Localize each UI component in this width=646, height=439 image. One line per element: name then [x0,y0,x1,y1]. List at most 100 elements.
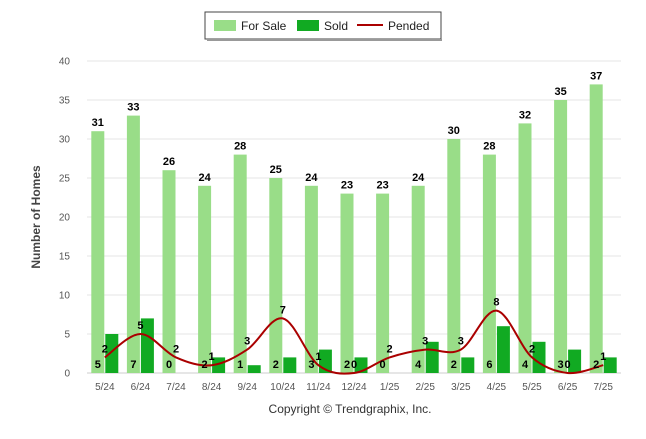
label-for-sale: 35 [554,86,566,98]
label-sold: 0 [380,359,386,371]
bar-for-sale [198,185,212,373]
label-for-sale: 24 [198,172,211,184]
bar-for-sale [589,84,603,374]
label-sold: 0 [166,359,172,371]
bar-for-sale [447,139,461,373]
bar-for-sale [91,131,105,373]
bar-sold [496,326,510,373]
label-for-sale: 31 [92,117,104,129]
label-pended: 3 [458,336,464,348]
y-tick-label: 30 [59,135,71,146]
y-axis-ticks: 0 5 10 15 20 25 30 35 40 [59,57,71,380]
bar-for-sale [554,100,568,373]
label-for-sale: 24 [412,172,425,184]
x-tick-label: 6/24 [131,382,151,393]
y-tick-label: 5 [64,330,70,341]
y-axis-title: Number of Homes [29,165,43,269]
bar-for-sale [376,193,390,373]
y-tick-label: 0 [64,369,70,380]
label-for-sale: 23 [376,180,388,192]
x-tick-label: 12/24 [341,382,366,393]
bar-sold [283,357,297,373]
label-sold: 2 [273,359,279,371]
label-sold: 4 [415,359,422,371]
y-tick-label: 20 [59,213,71,224]
label-sold: 4 [522,359,529,371]
x-tick-label: 8/24 [202,382,222,393]
label-pended: 0 [565,359,571,371]
x-axis-ticks: 5/24 6/24 7/24 8/24 9/24 10/24 11/24 12/24 1/25 2… [95,382,613,393]
bar-for-sale [304,185,318,373]
label-pended: 1 [209,351,215,363]
bar-sold [603,357,617,373]
bar-for-sale [269,178,283,373]
label-pended: 8 [493,297,499,309]
label-sold: 2 [451,359,457,371]
label-for-sale: 26 [163,156,175,168]
bar-sold [461,357,475,373]
label-sold: 2 [593,359,599,371]
label-pended: 2 [529,343,535,355]
x-tick-label: 5/25 [522,382,542,393]
label-for-sale: 28 [483,141,495,153]
bar-for-sale [162,170,176,373]
legend-swatch-for-sale [214,20,236,31]
x-tick-label: 4/25 [487,382,507,393]
y-tick-label: 10 [59,291,71,302]
legend: For Sale Sold Pended [204,11,442,41]
label-pended: 0 [351,359,357,371]
x-tick-label: 7/25 [593,382,613,393]
legend-box [204,11,442,40]
label-sold: 3 [308,359,314,371]
bar-for-sale [482,154,496,373]
bar-for-sale [126,115,140,373]
label-pended: 2 [102,343,108,355]
x-tick-label: 9/24 [237,382,257,393]
label-pended: 1 [600,351,606,363]
label-pended: 7 [280,304,286,316]
y-tick-label: 40 [59,57,71,68]
label-pended: 1 [315,351,321,363]
y-tick-label: 35 [59,96,71,107]
pended-line [104,309,604,375]
label-sold: 5 [95,359,101,371]
bar-sold [212,357,226,373]
label-sold: 7 [130,359,136,371]
label-sold: 2 [202,359,208,371]
x-tick-label: 7/24 [166,382,186,393]
x-tick-label: 10/24 [270,382,295,393]
bar-for-sale [411,185,425,373]
x-tick-label: 6/25 [558,382,578,393]
bar-sold [568,349,582,373]
label-for-sale: 24 [305,172,318,184]
bar-sold [105,334,119,373]
x-tick-label: 11/24 [306,382,331,393]
bar-for-sale [518,123,532,374]
label-sold: 3 [558,359,564,371]
label-pended: 2 [173,343,179,355]
value-labels: 3153372602422812522432322302443022863243… [92,70,607,371]
x-tick-label: 2/25 [415,382,435,393]
label-for-sale: 28 [234,141,246,153]
x-tick-label: 3/25 [451,382,471,393]
bar-for-sale [233,154,247,373]
x-tick-label: 1/25 [380,382,400,393]
label-sold: 6 [486,359,492,371]
label-pended: 5 [137,320,143,332]
label-pended: 2 [387,343,393,355]
bar-sold [247,365,261,373]
label-pended: 3 [244,336,250,348]
label-for-sale: 23 [341,180,353,192]
label-for-sale: 30 [448,125,460,137]
x-tick-label: 5/24 [95,382,115,393]
label-sold: 1 [237,359,243,371]
y-tick-label: 25 [59,174,71,185]
y-tick-label: 15 [59,252,71,263]
label-for-sale: 25 [270,164,282,176]
pended-line-layer [104,309,604,375]
copyright-text: Copyright © Trendgraphix, Inc. [269,402,432,416]
legend-label-for-sale: For Sale [241,19,287,33]
grid [87,60,621,374]
